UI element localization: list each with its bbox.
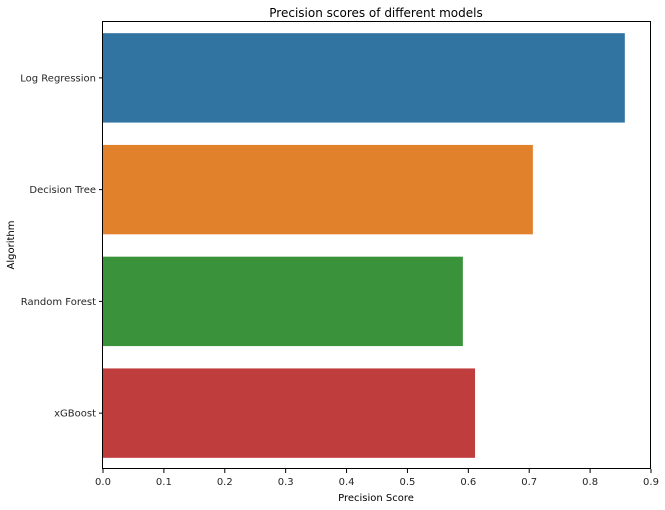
bar-log-regression	[103, 33, 625, 123]
x-axis-label: Precision Score	[338, 493, 414, 504]
x-tick-label: 0.8	[582, 477, 598, 488]
plot-frame	[102, 21, 651, 469]
x-tick-label: 0.0	[95, 477, 111, 488]
bar-random-forest	[103, 256, 463, 347]
x-tick-label: 0.4	[339, 477, 355, 488]
bars-group	[103, 33, 625, 458]
y-tick-label: Random Forest	[21, 297, 96, 308]
x-tick-label: 0.5	[399, 477, 415, 488]
x-tick-label: 0.1	[156, 477, 172, 488]
x-tick-label: 0.6	[460, 477, 476, 488]
x-tick-label: 0.2	[217, 477, 233, 488]
y-tick-label: Decision Tree	[29, 185, 96, 196]
chart-title: Precision scores of different models	[269, 6, 482, 20]
x-tick-label: 0.7	[521, 477, 537, 488]
y-tick-label: Log Regression	[20, 73, 96, 84]
bar-decision-tree	[103, 144, 533, 235]
y-ticks-group: Log Regression Decision Tree Random Forest…	[20, 73, 103, 420]
x-tick-label: 0.3	[278, 477, 294, 488]
x-ticks-group: 0.0 0.1 0.2 0.3 0.4 0.5 0.6 0.7 0.8 0.9	[95, 469, 659, 488]
y-tick-label: xGBoost	[54, 409, 96, 420]
x-tick-label: 0.9	[643, 477, 659, 488]
y-axis-label: Algorithm	[6, 221, 17, 270]
bar-xgboost	[103, 368, 476, 458]
